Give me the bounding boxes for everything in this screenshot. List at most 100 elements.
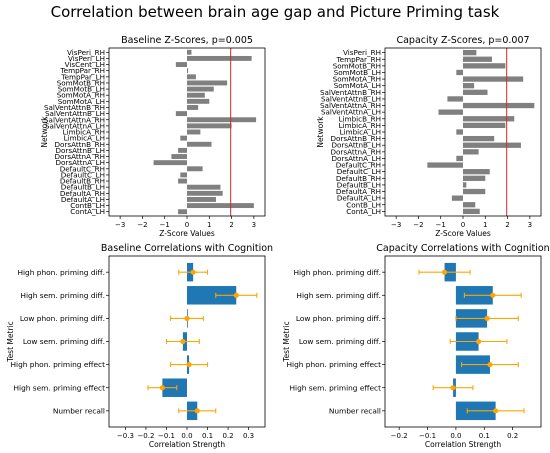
panel3-xtick-label: 0.1 xyxy=(202,432,213,440)
panel1-category-label: VisCent_LH xyxy=(65,60,105,69)
panel1-xtick-label: −3 xyxy=(115,221,125,229)
panel3-category-label: Low phon. priming diff. xyxy=(20,314,105,323)
panel1-bar xyxy=(187,196,216,202)
panel4-point xyxy=(484,315,490,321)
panel1-bar xyxy=(153,160,187,166)
panel4-ylabel: Test Metric xyxy=(282,321,291,362)
panel1-category-label: DefaultB_RH xyxy=(60,177,105,186)
panel4-xtick-label: 0.2 xyxy=(507,432,518,440)
panel2-bar xyxy=(463,169,490,175)
panel2-category-label: DorsAttnB_RH xyxy=(330,134,381,143)
panel1-category-label: DorsAttnA_RH xyxy=(54,152,105,161)
panel3-category-label: High phon. priming effect xyxy=(10,360,105,369)
panel2-category-label: TempPar_RH xyxy=(335,55,381,64)
panel4-point xyxy=(476,338,482,345)
panel2-bar xyxy=(456,129,463,135)
panel1-bar xyxy=(178,147,187,153)
panel1-category-label: SalVentAttnB_RH xyxy=(44,103,105,112)
panel1-bar xyxy=(178,209,187,215)
panel1-category-label: VisPeri_RH xyxy=(67,48,105,57)
panel1-bar xyxy=(175,62,187,68)
panel1-xtick-label: 2 xyxy=(229,221,233,229)
panel2-bar xyxy=(456,155,463,162)
panel4-category-label: High sem. priming diff. xyxy=(296,291,381,300)
panel2-xtick-label: 0 xyxy=(461,221,465,229)
panel1-xtick-label: 0 xyxy=(185,221,189,229)
panel1-bar xyxy=(187,190,223,196)
panel4-category-label: Low phon. priming diff. xyxy=(296,314,381,323)
panel4-xtick-label: −0.1 xyxy=(419,432,436,440)
panel2-category-label: DefaultC_LH xyxy=(337,167,381,176)
panel2-xtick-label: −1 xyxy=(436,221,446,229)
panel1-category-label: DefaultB_LH xyxy=(61,183,105,192)
panel1-category-label: DefaultA_LH xyxy=(61,195,105,204)
panel2-bar xyxy=(463,208,480,215)
panel1-bar xyxy=(187,92,205,98)
panel2-xtick-label: 2 xyxy=(505,221,509,229)
panel3-point xyxy=(184,315,190,321)
panel2-category-label: SalVentAttnA_LH xyxy=(321,108,381,117)
panel1-bar xyxy=(187,129,201,135)
panel2-category-label: DefaultB_RH xyxy=(336,174,381,183)
panel1-bar xyxy=(187,55,252,61)
panel1-category-label: ContB_LH xyxy=(70,201,105,210)
panel1-category-label: VisPeri_LH xyxy=(68,54,105,63)
panel3-category-label: Number recall xyxy=(53,406,105,415)
panel2-category-label: SalVentAttnA_RH xyxy=(320,101,381,110)
panel2-category-label: ContA_LH xyxy=(346,207,381,216)
panel2-bar xyxy=(447,96,463,102)
panel2-bar xyxy=(463,49,477,56)
panel1-bar xyxy=(175,111,187,117)
panel1-category-label: SomMotA_LH xyxy=(58,97,105,106)
panel3-point xyxy=(190,269,196,275)
panel1-bar xyxy=(187,49,192,55)
panel3-bar xyxy=(187,286,237,305)
panel2-category-label: SomMotA_RH xyxy=(333,75,381,84)
panel2-xtick-label: −2 xyxy=(413,221,423,229)
panel1-category-label: SomMotA_RH xyxy=(57,91,105,100)
panel3-xtick-label: 0.3 xyxy=(243,432,254,440)
panel4-xtick-label: 0.1 xyxy=(479,432,490,440)
panel1-ylabel: Network xyxy=(40,116,49,148)
panel2-category-label: LimbicA_RH xyxy=(339,121,381,130)
panel4-category-label: High sem. priming effect xyxy=(289,383,381,392)
panel1-category-label: DorsAttnB_RH xyxy=(54,140,105,149)
panel4-point xyxy=(493,408,499,414)
panel2-bar xyxy=(463,135,495,142)
panel2-category-label: LimbicB_RH xyxy=(339,114,381,123)
panel1-xtick-label: 1 xyxy=(207,221,211,229)
panel1-category-label: ContA_LH xyxy=(70,207,105,216)
panel2-bar xyxy=(463,202,476,208)
panel2-category-label: DefaultB_LH xyxy=(337,180,381,189)
panel4-point xyxy=(487,362,493,368)
panel1-category-label: DefaultA_RH xyxy=(60,189,105,198)
panel4-point xyxy=(450,385,456,391)
panel4-xlabel: Correlation Strength xyxy=(425,440,501,449)
panel2-bar xyxy=(463,89,488,95)
panel1-category-label: DorsAttnA_LH xyxy=(55,158,105,167)
panel2-category-label: SalVentAttnB_RH xyxy=(320,88,381,97)
panel2-category-label: SomMotA_LH xyxy=(334,81,381,90)
panel3-point xyxy=(159,385,165,391)
panel1-bar xyxy=(187,184,221,190)
panel1-title: Baseline Z-Scores, p=0.005 xyxy=(121,35,253,46)
panel2-bar xyxy=(438,109,463,115)
panel2-bar xyxy=(463,56,492,62)
panel2-bar xyxy=(463,142,521,148)
panel1-category-label: SomMotB_RH xyxy=(57,78,105,87)
panel1-category-label: DefaultC_RH xyxy=(60,164,105,173)
panel2-category-label: DefaultC_RH xyxy=(336,161,381,170)
panel1-category-label: SalVentAttnB_LH xyxy=(45,109,105,118)
panel3-point xyxy=(180,338,186,345)
panel2-category-label: DorsAttnA_LH xyxy=(331,154,381,163)
panel2-bar xyxy=(463,83,475,89)
panel2-bar xyxy=(463,182,467,188)
panel2-bar xyxy=(463,76,524,82)
panel3-xtick-label: 0.2 xyxy=(222,432,233,440)
panel1-category-label: LimbicA_LH xyxy=(64,134,105,143)
panel2-bar xyxy=(451,195,463,201)
panel1-bar xyxy=(187,86,214,92)
panel1-xtick-label: 3 xyxy=(252,221,256,229)
panel1-bar xyxy=(187,80,228,86)
panel1-category-label: SalVentAttnA_LH xyxy=(45,121,105,130)
